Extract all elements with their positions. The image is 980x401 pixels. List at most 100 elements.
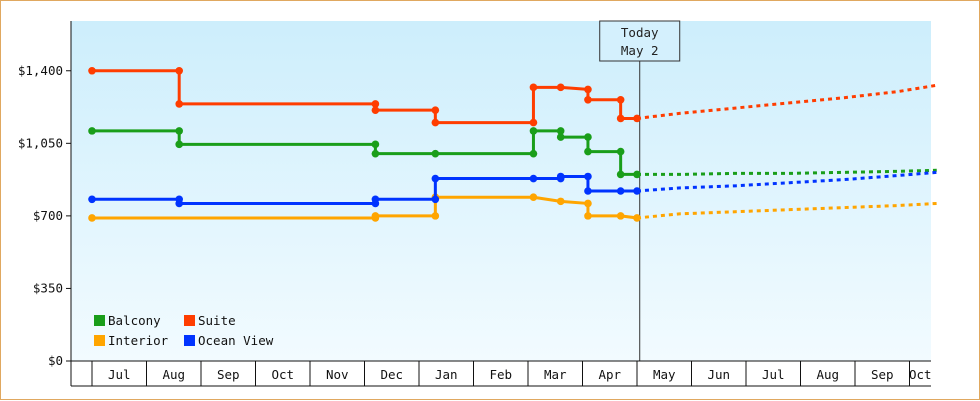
legend-label: Ocean View [198, 333, 274, 348]
data-point [529, 193, 538, 202]
y-tick-label: $700 [33, 208, 63, 223]
data-point [529, 174, 538, 183]
data-point [431, 174, 440, 183]
x-tick-label: Jun [707, 367, 730, 382]
today-marker: Today May 2 [599, 20, 681, 361]
data-point [633, 170, 641, 179]
data-point [371, 195, 380, 204]
data-point [556, 83, 565, 92]
data-point [175, 199, 183, 208]
data-point [529, 149, 538, 158]
data-point [431, 195, 440, 204]
legend-swatch [94, 315, 105, 326]
series-interior [88, 193, 937, 222]
data-point [529, 118, 538, 127]
y-tick-label: $350 [33, 280, 63, 295]
x-tick-label: Jul [762, 367, 785, 382]
data-point [431, 212, 440, 220]
data-point [584, 172, 592, 181]
x-tick-label: Aug [162, 367, 185, 382]
data-point [584, 147, 592, 156]
x-tick-label: Apr [598, 367, 621, 382]
legend-label: Balcony [108, 313, 161, 328]
data-point [371, 100, 380, 108]
legend-item-interior: Interior [94, 333, 169, 348]
data-point [584, 85, 592, 94]
x-tick-label: Jul [108, 367, 131, 382]
data-point [616, 170, 625, 179]
data-point [88, 127, 96, 135]
legend-swatch [184, 315, 195, 326]
x-tick-label: Jan [435, 367, 458, 382]
data-point [556, 197, 565, 206]
x-tick-label: Mar [544, 367, 567, 382]
series-lines [88, 66, 937, 222]
today-box [599, 20, 681, 62]
legend-item-balcony: Balcony [94, 313, 161, 328]
legend-swatch [94, 335, 105, 346]
data-point [88, 214, 96, 222]
legend: Balcony Suite Interior Ocean View [94, 313, 274, 348]
data-point [175, 100, 183, 108]
x-tick-label: May [653, 367, 676, 382]
data-point [556, 172, 565, 181]
axes: $0 $350 $700 $1,050 $1,400 Jul Aug Sep Oct Nov Dec… [18, 21, 932, 387]
legend-swatch [184, 335, 195, 346]
data-point [371, 106, 380, 114]
today-date: May 2 [621, 43, 659, 58]
data-point [633, 114, 641, 123]
data-point [616, 95, 625, 104]
data-point [371, 149, 380, 158]
data-point [431, 106, 440, 114]
legend-label: Interior [108, 333, 169, 348]
plot-background [71, 21, 931, 361]
x-tick-label: Sep [871, 367, 894, 382]
forecast-line-interior [636, 201, 937, 220]
series-suite [88, 66, 937, 127]
data-point [371, 140, 380, 149]
data-point [616, 147, 625, 156]
legend-item-ocean-view: Ocean View [184, 333, 274, 348]
series-ocean-view [88, 170, 937, 208]
data-point [584, 133, 592, 141]
today-label: Today [621, 25, 659, 40]
x-tick-label: Sep [217, 367, 240, 382]
data-point [616, 212, 625, 220]
data-point [371, 212, 380, 220]
y-tick-label: $0 [48, 353, 63, 368]
data-point [616, 114, 625, 123]
data-point [88, 195, 96, 204]
data-point [616, 187, 625, 195]
data-point [633, 187, 641, 195]
forecast-line-balcony [637, 168, 937, 176]
forecast-line-suite [636, 83, 937, 120]
forecast-line-ocean-view [636, 170, 937, 193]
data-point [584, 212, 592, 220]
data-point [175, 140, 183, 149]
y-tick-label: $1,400 [18, 63, 63, 78]
data-point [431, 118, 440, 127]
x-tick-label: Dec [380, 367, 403, 382]
x-tick-label: Feb [489, 367, 512, 382]
y-tick-label: $1,050 [18, 135, 63, 150]
data-point [175, 66, 183, 75]
data-point [175, 127, 183, 135]
legend-item-suite: Suite [184, 313, 236, 328]
data-point [633, 214, 641, 222]
x-tick-label: Oct [909, 367, 932, 382]
x-tick-label: Aug [816, 367, 839, 382]
data-point [556, 127, 565, 135]
data-point [584, 199, 592, 208]
data-point [88, 66, 96, 75]
x-tick-label: Nov [326, 367, 349, 382]
series-balcony [88, 127, 937, 179]
legend-label: Suite [198, 313, 236, 328]
x-tick-label: Oct [271, 367, 294, 382]
data-point [584, 187, 592, 195]
data-point [584, 95, 592, 104]
data-point [556, 133, 565, 141]
data-point [431, 149, 440, 158]
data-point [529, 127, 538, 135]
